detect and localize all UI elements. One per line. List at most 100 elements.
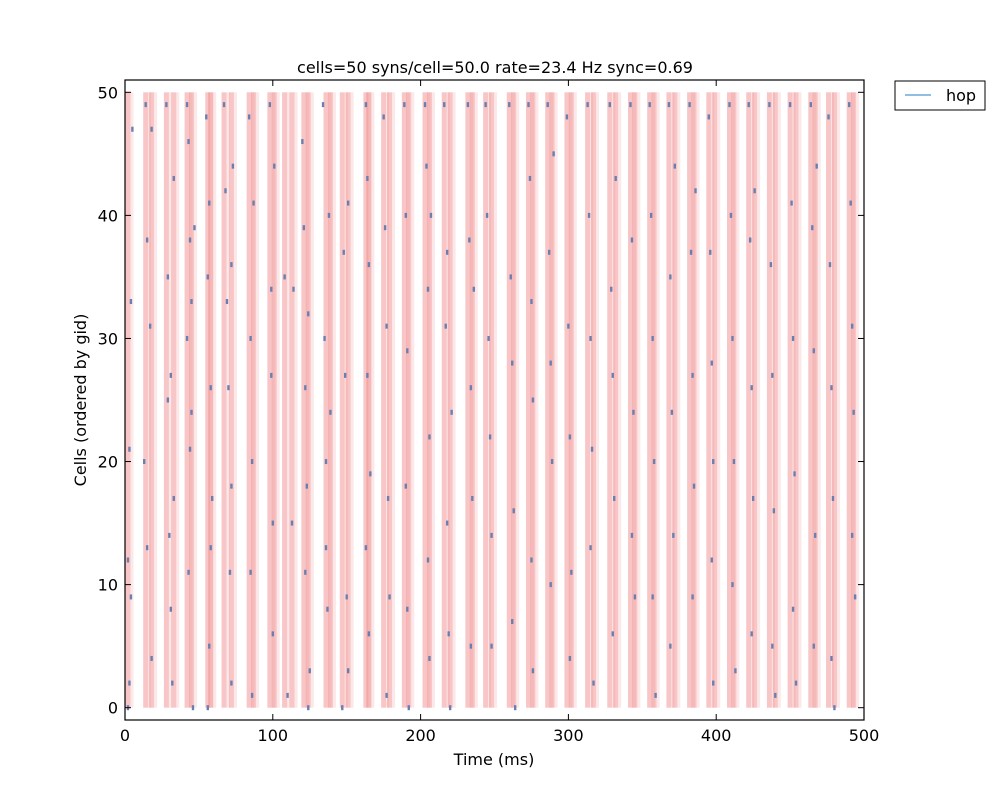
spike-point: [250, 459, 254, 465]
spike-point: [190, 299, 193, 305]
sync-band-halo: [233, 92, 237, 708]
sync-band-halo: [494, 92, 498, 708]
spike-point: [273, 163, 276, 169]
spike-point: [488, 434, 492, 440]
spike-point: [172, 175, 175, 181]
sync-band: [189, 92, 195, 708]
sync-band: [184, 92, 190, 708]
spike-point: [729, 212, 733, 218]
sync-band-halo: [736, 92, 740, 708]
spike-point: [484, 102, 487, 108]
spike-point: [150, 655, 153, 661]
spike-point: [546, 102, 549, 108]
sync-band-halo: [306, 92, 310, 708]
spike-point: [633, 594, 637, 600]
sync-band-halo: [446, 92, 450, 708]
sync-band: [831, 92, 837, 708]
spike-point: [382, 114, 385, 120]
spike-point: [166, 274, 170, 280]
sync-band-layer: [125, 92, 860, 708]
y-axis: 0 10 20 30 40 50: [98, 83, 864, 718]
legend-entry-hop: hop: [946, 86, 976, 105]
spike-point: [321, 102, 325, 108]
sync-band: [469, 92, 475, 708]
sync-band-halo: [350, 92, 354, 708]
spike-point: [304, 569, 307, 575]
spike-point: [185, 102, 189, 108]
sync-band: [651, 92, 657, 708]
spike-point: [307, 705, 310, 711]
sync-band-halo: [470, 92, 474, 708]
sync-band-halo: [452, 92, 456, 708]
spike-point: [250, 692, 254, 698]
spike-point: [301, 139, 304, 145]
sync-band-halo: [671, 92, 675, 708]
sync-band-halo: [677, 92, 681, 708]
spike-point: [231, 163, 235, 169]
spike-point: [145, 545, 149, 551]
sync-band-halo: [328, 92, 332, 708]
sync-band: [812, 92, 818, 708]
spike-point: [423, 102, 427, 108]
spike-point: [268, 102, 272, 108]
sync-band: [339, 92, 345, 708]
spike-point: [166, 397, 170, 403]
x-axis-label: Time (ms): [453, 750, 535, 769]
spike-point: [731, 335, 734, 341]
spike-point: [531, 397, 535, 403]
spike-point: [669, 643, 672, 649]
x-tick-label: 300: [553, 726, 584, 745]
sync-band: [506, 92, 512, 708]
legend: hop: [894, 80, 986, 111]
spike-point: [774, 692, 777, 698]
sync-band-halo: [168, 92, 172, 708]
sync-band: [149, 92, 155, 708]
spike-point: [444, 323, 447, 329]
sync-band: [489, 92, 495, 708]
sync-band: [846, 92, 852, 708]
spike-point: [404, 483, 408, 489]
spike-point: [404, 212, 408, 218]
sync-band: [691, 92, 697, 708]
sync-band: [246, 92, 252, 708]
spike-point: [485, 212, 489, 218]
spike-point: [850, 532, 854, 538]
spike-point: [550, 459, 554, 465]
spike-point: [794, 680, 798, 686]
spike-point: [128, 680, 131, 686]
sync-band-halo: [488, 92, 492, 708]
spike-point: [165, 102, 168, 108]
sync-band: [585, 92, 591, 708]
spike-point: [187, 139, 190, 145]
spike-point: [833, 705, 836, 711]
spike-point: [568, 434, 572, 440]
spike-point: [651, 594, 654, 600]
spike-point: [648, 102, 651, 108]
sync-band-halo: [272, 92, 276, 708]
sync-band-halo: [332, 92, 336, 708]
spike-point: [512, 508, 515, 514]
y-tick-label: 30: [98, 329, 118, 348]
spike-point: [305, 483, 308, 489]
legend-box: [894, 80, 986, 111]
spike-point: [227, 385, 230, 391]
spike-point: [172, 495, 175, 501]
spike-point: [428, 655, 431, 661]
spike-point: [531, 668, 535, 674]
spike-point: [230, 483, 233, 489]
spike-point: [828, 262, 832, 268]
sync-band-halo: [386, 92, 390, 708]
spike-point: [771, 372, 774, 378]
sync-band: [301, 92, 307, 708]
chart-title: cells=50 syns/cell=50.0 rate=23.4 Hz syn…: [297, 58, 693, 77]
spike-point: [429, 212, 433, 218]
spike-point: [469, 643, 473, 649]
spike-point: [209, 385, 212, 391]
sync-band: [627, 92, 633, 708]
spike-point: [385, 323, 388, 329]
spike-point: [131, 126, 134, 132]
spike-point: [651, 335, 654, 341]
y-tick-label: 20: [98, 453, 118, 472]
sync-band-halo: [411, 92, 415, 708]
